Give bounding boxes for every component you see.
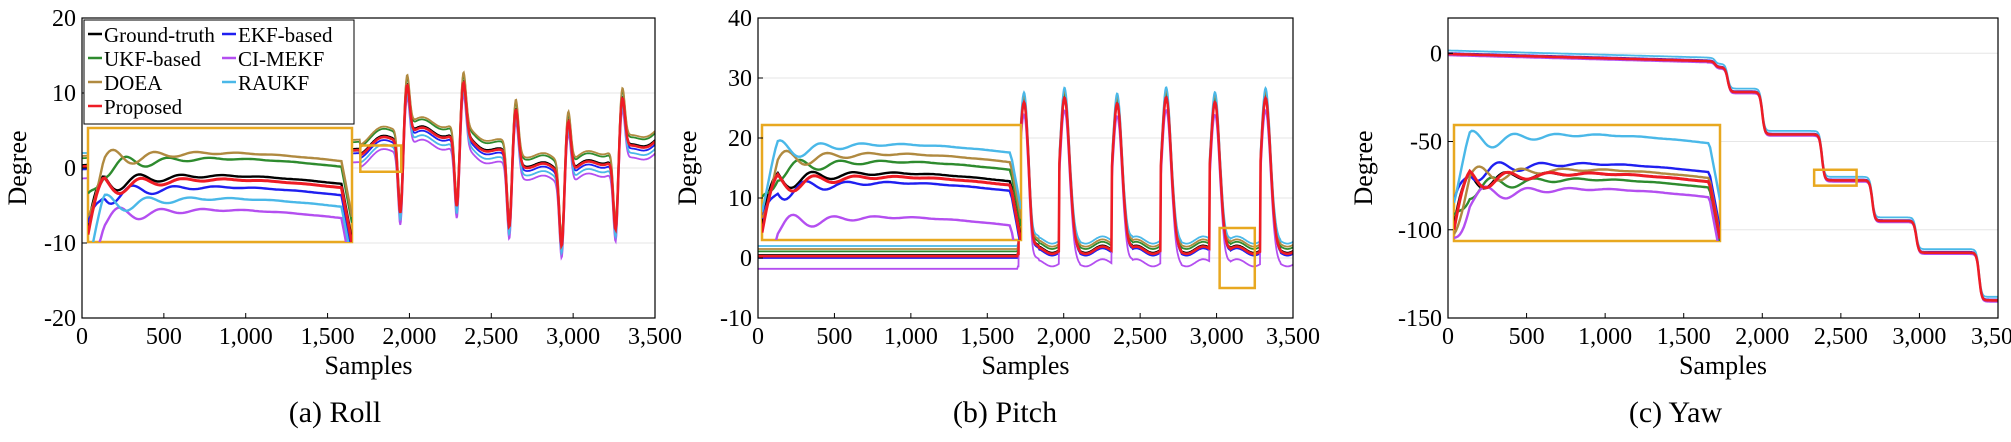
y-tick-label: 0: [740, 246, 752, 272]
legend-label-doea: DOEA: [104, 71, 163, 95]
yaw-panel: 0 500 1,000 1,500 2,000 2,500 3,000 3,500 -150 -1…: [1340, 0, 2011, 442]
x-tick-label: 3,000: [546, 324, 600, 350]
roll-caption: (a) Roll: [288, 396, 382, 429]
x-tick-label: 2,000: [382, 324, 436, 350]
pitch-chart: 0 500 1,000 1,500 2,000 2,500 3,000 3,500-10010…: [673, 6, 1320, 380]
y-tick-label: 40: [728, 6, 752, 32]
pitch-caption: (b) Pitch: [952, 396, 1058, 429]
x-tick-label: 3,000: [1190, 324, 1244, 350]
series-line-raukf: [758, 85, 1293, 247]
y-tick-label: 10: [728, 186, 752, 212]
x-tick-label: 3,500: [1971, 324, 2011, 350]
legend-label-ukf: UKF-based: [104, 47, 201, 71]
plot-frame: [1447, 17, 1999, 319]
x-tick-label: 1,500: [960, 324, 1014, 350]
y-axis-label: Degree: [673, 130, 702, 205]
plot-frame: [757, 17, 1294, 319]
series-lines: [758, 85, 1293, 270]
y-tick-label: -10: [720, 306, 752, 332]
yaw-chart: 0 500 1,000 1,500 2,000 2,500 3,000 3,500 -150 -1…: [1349, 17, 2011, 380]
series-lines: [1448, 49, 1998, 303]
roll-chart: 0 500 1,000 1,500 2,000 2,500 3,000 3,500 -20 -10…: [3, 6, 682, 380]
zoom-inset: [86, 126, 354, 244]
roll-panel: 0 500 1,000 1,500 2,000 2,500 3,000 3,500 -20 -10…: [0, 0, 682, 442]
x-tick-label: 3,500: [1266, 324, 1320, 350]
y-tick-label: 0: [64, 156, 76, 182]
x-tick-label: 2,000: [1037, 324, 1091, 350]
y-axis-label: Degree: [3, 130, 32, 205]
x-tick-label: 2,500: [1814, 324, 1868, 350]
y-tick-label: 20: [728, 126, 752, 152]
x-tick-label: 3,000: [1892, 324, 1946, 350]
y-tick-label: 10: [52, 81, 76, 107]
series-line-raukf: [1448, 49, 1998, 298]
x-axis-label: Samples: [1679, 351, 1767, 380]
x-tick-label: 0: [1442, 324, 1454, 350]
x-tick-label: 1,000: [1578, 324, 1632, 350]
y-axis-label: Degree: [1349, 130, 1378, 205]
x-tick-label: 500: [816, 324, 852, 350]
pitch-panel: 0 500 1,000 1,500 2,000 2,500 3,000 3,500 -10 0 10…: [670, 0, 1340, 442]
series-line-proposed: [758, 95, 1293, 258]
legend-label-ground_truth: Ground-truth: [104, 23, 215, 47]
y-tick-label: -100: [1398, 218, 1442, 244]
y-tick-label: -50: [1410, 130, 1442, 156]
zoom-inset: [760, 123, 1023, 242]
zoom-inset: [1452, 123, 1722, 243]
legend-label-raukf: RAUKF: [238, 71, 309, 95]
x-tick-label: 2,500: [464, 324, 518, 350]
yaw-caption: (c) Yaw: [1628, 396, 1723, 429]
x-tick-label: 1,000: [219, 324, 273, 350]
series-line-proposed: [1448, 52, 1998, 302]
y-tick-label: -10: [44, 231, 76, 257]
x-tick-label: 2,000: [1735, 324, 1789, 350]
zoom-source-box: [359, 144, 403, 173]
x-tick-label: 3,500: [628, 324, 682, 350]
y-tick-label: -20: [44, 306, 76, 332]
x-tick-label: 500: [1509, 324, 1545, 350]
y-tick-label: 20: [52, 6, 76, 32]
y-tick-label: 30: [728, 66, 752, 92]
x-tick-label: 0: [76, 324, 88, 350]
x-tick-label: 1,500: [301, 324, 355, 350]
legend-label-proposed: Proposed: [104, 95, 183, 119]
x-tick-label: 2,500: [1113, 324, 1167, 350]
x-tick-label: 500: [146, 324, 182, 350]
zoom-source-box: [1812, 168, 1858, 187]
legend: Ground-truth EKF-based UKF-based CI-MEKF DOE…: [83, 19, 355, 125]
x-tick-label: 1,500: [1657, 324, 1711, 350]
x-tick-label: 1,000: [884, 324, 938, 350]
x-tick-label: 0: [752, 324, 764, 350]
legend-label-ekf: EKF-based: [238, 23, 333, 47]
x-axis-label: Samples: [981, 351, 1069, 380]
y-tick-label: 0: [1430, 41, 1442, 67]
zoom-source-box: [1218, 226, 1257, 290]
x-axis-label: Samples: [324, 351, 412, 380]
y-tick-label: -150: [1398, 306, 1442, 332]
legend-label-ci_mekf: CI-MEKF: [238, 47, 324, 71]
